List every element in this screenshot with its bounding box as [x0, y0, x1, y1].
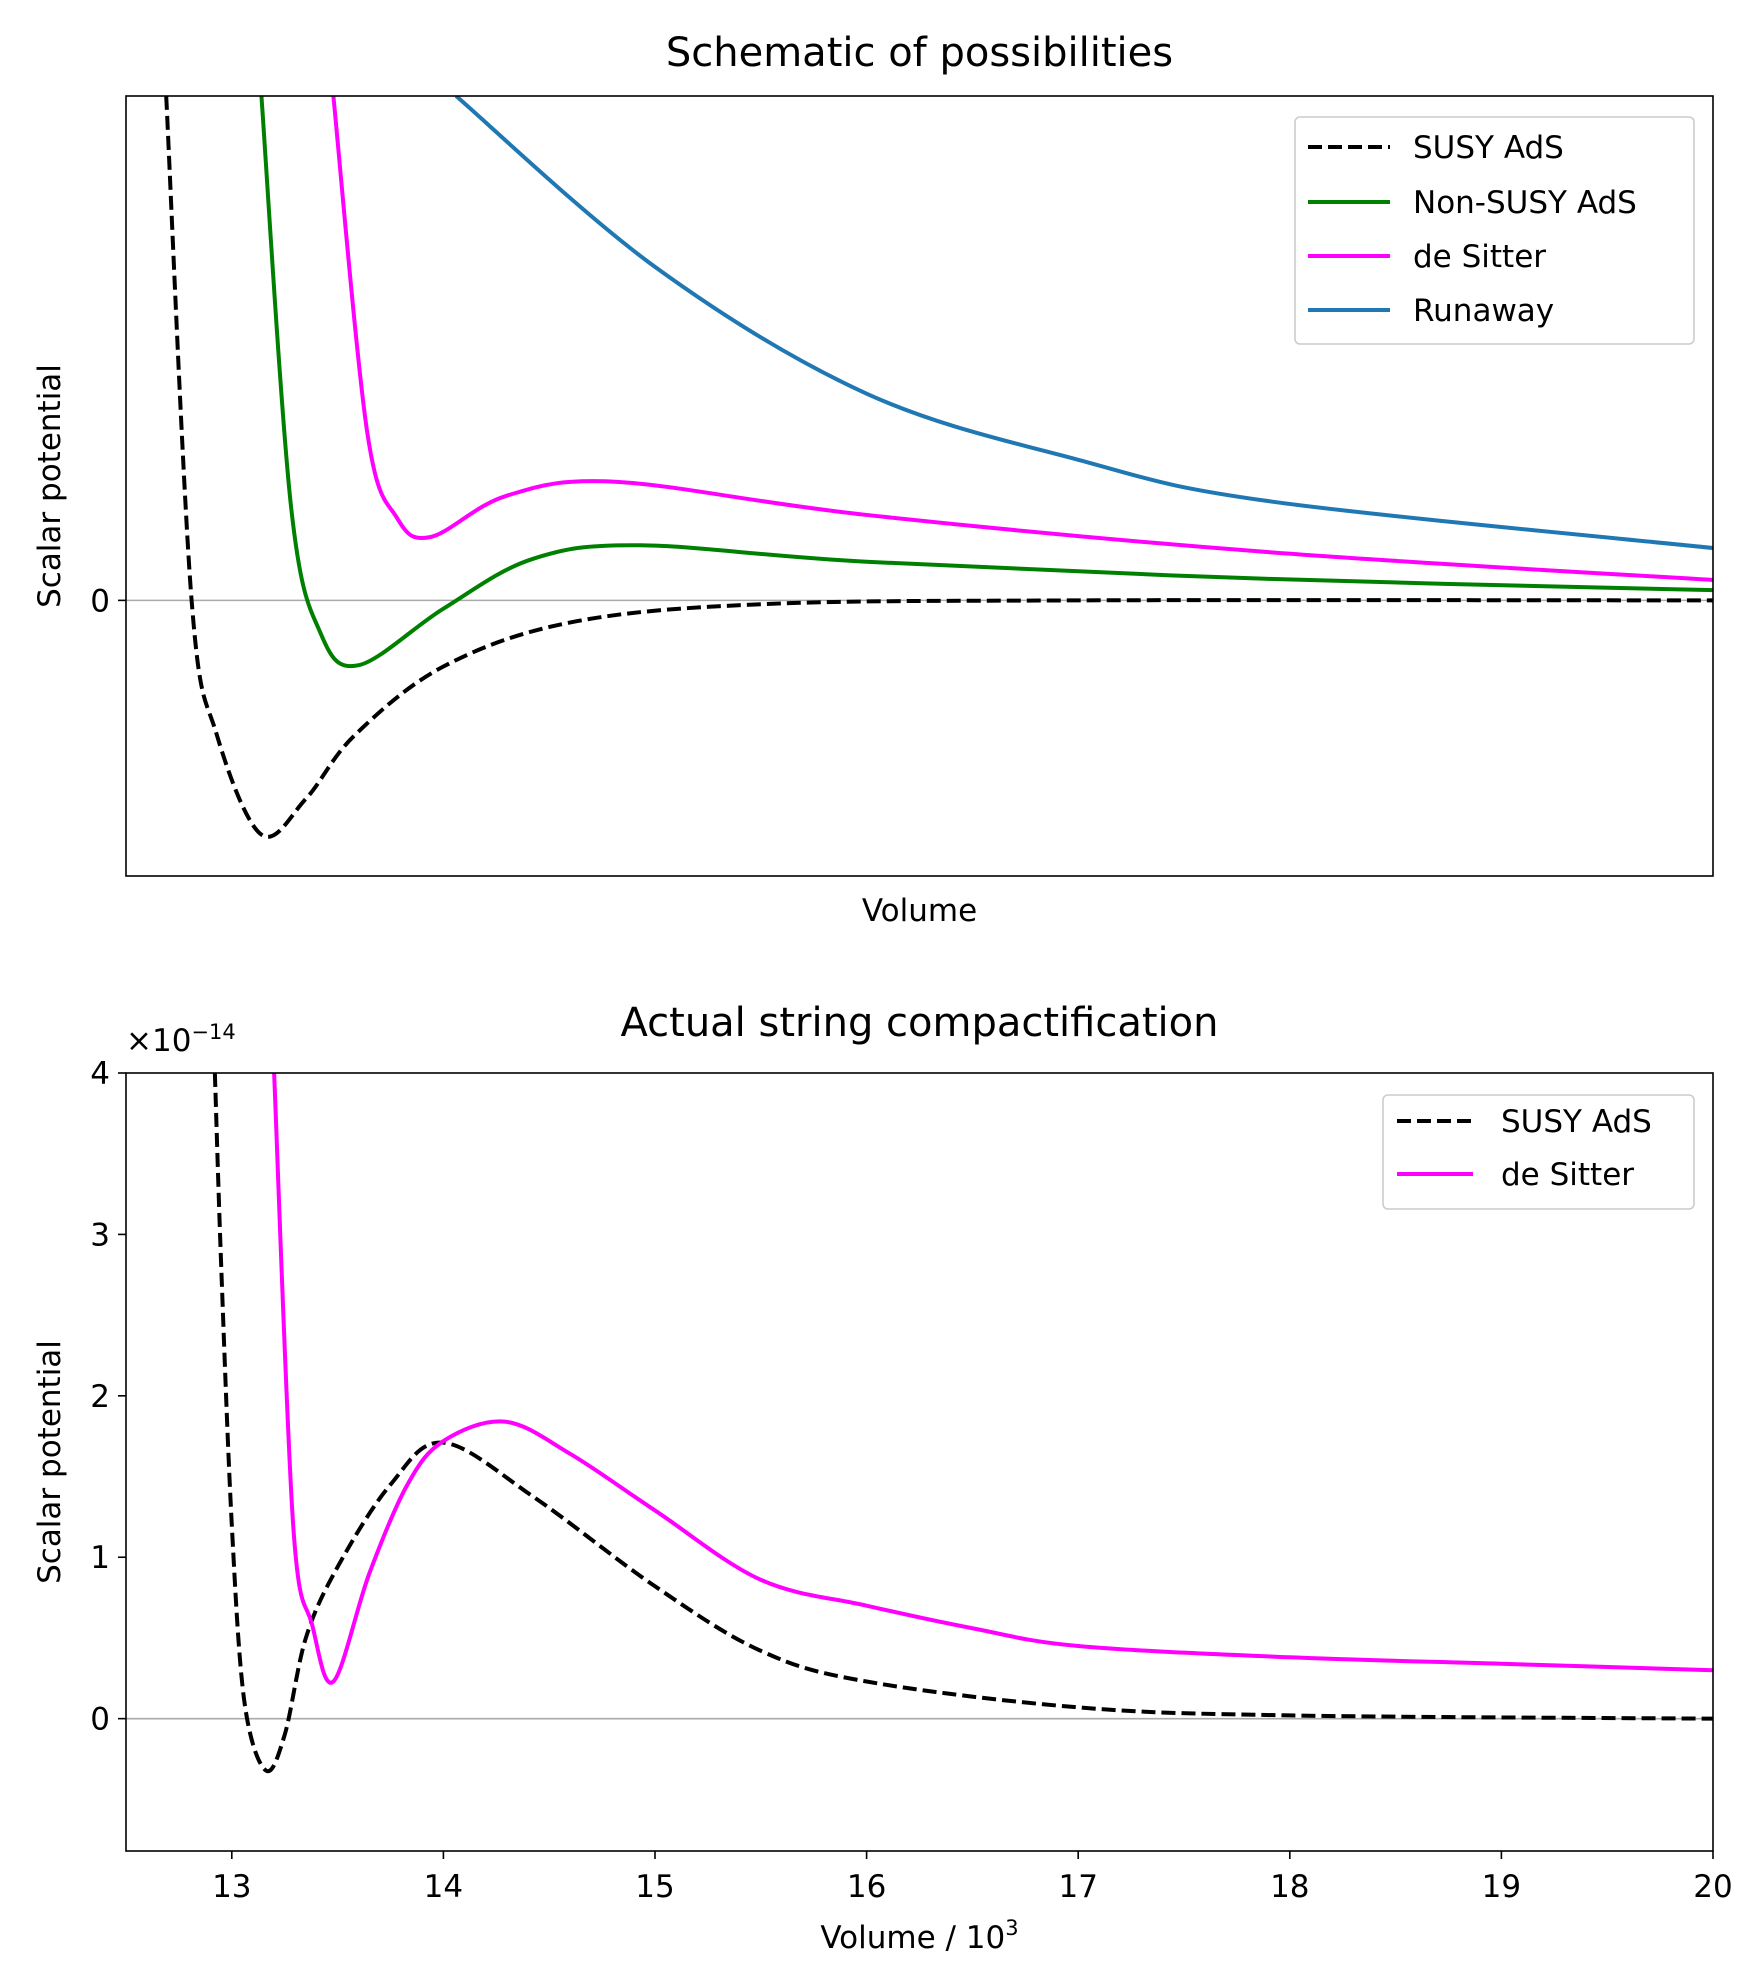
- chart-title: Actual string compactification: [620, 1000, 1218, 1046]
- y-axis-label: Scalar potential: [32, 364, 68, 608]
- x-tick-label: 15: [635, 1869, 674, 1905]
- series-line-de-sitter: [272, 1073, 1713, 1685]
- legend-label: SUSY AdS: [1501, 1104, 1652, 1140]
- y-tick-label: 1: [90, 1540, 110, 1576]
- legend-box: [1382, 1094, 1695, 1210]
- x-tick-label: 20: [1693, 1869, 1732, 1905]
- x-tick-label: 18: [1270, 1869, 1309, 1905]
- x-tick-label: 14: [424, 1869, 463, 1905]
- y-tick-label: 0: [90, 1702, 110, 1738]
- series-line-de-sitter: [331, 96, 1713, 582]
- x-tick-label: 19: [1482, 1869, 1521, 1905]
- legend: SUSY AdS de Sitter: [1382, 1094, 1695, 1210]
- chart-title: Schematic of possibilities: [666, 30, 1173, 76]
- x-tick-label: 17: [1058, 1869, 1097, 1905]
- series-line-non-susy-ads: [259, 96, 1713, 669]
- y-tick-label: 4: [90, 1056, 110, 1092]
- axes-frame: [125, 95, 1714, 877]
- offset-text: ×10−14: [126, 1020, 236, 1059]
- series-line-susy-ads: [212, 1073, 1713, 1774]
- series-line-runaway: [454, 96, 1713, 551]
- legend: SUSY AdS Non-SUSY AdS de Sitter Runaway: [1294, 116, 1695, 345]
- y-tick-label: 0: [90, 583, 110, 619]
- y-tick-label: 2: [90, 1379, 110, 1415]
- x-axis-label: Volume / 103: [820, 1916, 1018, 1956]
- chart-2: Actual string compactification 0 1 2 3 4 13 14 1…: [32, 1000, 1733, 1956]
- series-line-susy-ads: [164, 96, 1713, 839]
- chart-1: Schematic of possibilities 0 Volume Scalar …: [32, 30, 1714, 929]
- legend-label: de Sitter: [1413, 239, 1546, 275]
- x-tick-label: 16: [847, 1869, 886, 1905]
- legend-label: Runaway: [1413, 293, 1554, 329]
- y-tick-label: 3: [90, 1217, 110, 1253]
- legend-label: de Sitter: [1501, 1157, 1634, 1193]
- legend-label: Non-SUSY AdS: [1413, 185, 1637, 221]
- y-axis-label: Scalar potential: [32, 1340, 68, 1584]
- x-tick-label: 13: [212, 1869, 251, 1905]
- legend-box: [1294, 116, 1695, 345]
- axes-frame: [125, 1072, 1714, 1852]
- legend-label: SUSY AdS: [1413, 130, 1564, 166]
- x-axis-label: Volume: [862, 893, 977, 929]
